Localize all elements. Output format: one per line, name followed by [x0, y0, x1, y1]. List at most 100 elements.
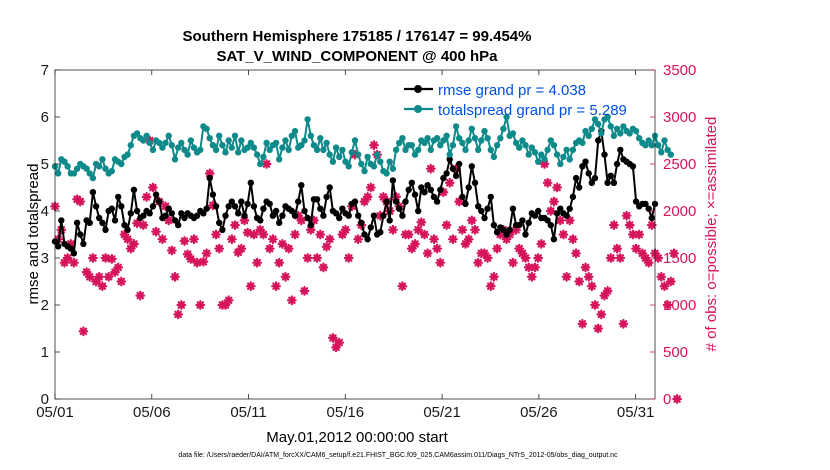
totalspread-point — [143, 132, 150, 139]
x-tick-label: 05/31 — [617, 404, 655, 421]
obs-assimilated-point — [627, 229, 638, 240]
obs-assimilated-point — [327, 333, 338, 343]
totalspread-point — [525, 151, 532, 158]
obs-assimilated-point — [590, 300, 600, 310]
obs-assimilated-point — [116, 276, 127, 287]
rmse-point — [203, 205, 210, 212]
totalspread-point — [175, 144, 182, 151]
totalspread-point — [399, 135, 406, 142]
totalspread-point — [383, 170, 390, 177]
totalspread-point — [55, 170, 62, 177]
obs-assimilated-point — [189, 234, 199, 245]
x-tick-label: 05/06 — [133, 404, 171, 421]
chart-title: Southern Hemisphere 175185 / 176147 = 99… — [183, 28, 532, 45]
rmse-point — [99, 219, 106, 226]
rmse-point — [408, 179, 415, 186]
obs-assimilated-point — [62, 253, 73, 263]
rmse-point — [171, 217, 179, 224]
totalspread-point — [626, 130, 633, 137]
rmse-point — [421, 189, 428, 196]
rmse-point — [411, 191, 419, 198]
obs-assimilated-point — [482, 253, 493, 263]
obs-assimilated-point — [549, 196, 559, 207]
obs-assimilated-point — [454, 196, 465, 207]
rmse-point — [437, 186, 444, 193]
rmse-point — [111, 217, 119, 224]
rmse-point — [490, 221, 498, 229]
totalspread-point — [456, 135, 463, 142]
obs-assimilated-point — [211, 229, 221, 240]
obs-assimilated-point — [643, 257, 654, 268]
obs-assimilated-point — [580, 262, 591, 273]
totalspread-point — [386, 158, 393, 165]
obs-assimilated-point — [631, 243, 641, 254]
obs-assimilated-point — [78, 326, 89, 337]
totalspread-point — [203, 125, 210, 132]
obs-assimilated-point — [470, 224, 480, 235]
rmse-point — [149, 203, 157, 210]
rmse-point — [291, 212, 299, 219]
rmse-point — [231, 203, 239, 210]
totalspread-point — [102, 165, 109, 172]
totalspread-point — [118, 160, 125, 168]
totalspread-point — [190, 144, 198, 151]
totalspread-point — [238, 137, 245, 144]
rmse-point — [168, 210, 175, 217]
rmse-point — [216, 219, 223, 226]
totalspread-point — [658, 149, 665, 156]
rmse-point — [77, 231, 84, 238]
plot-frame — [54, 69, 656, 400]
rmse-point — [424, 182, 431, 189]
rmse-point — [632, 198, 640, 205]
rmse-point — [386, 217, 393, 224]
rmse-point — [146, 210, 153, 217]
rmse-point — [446, 156, 453, 163]
totalspread-point — [642, 142, 649, 149]
totalspread-point — [301, 137, 308, 144]
obs-assimilated-point — [141, 192, 152, 202]
totalspread-point — [449, 142, 457, 149]
rmse-point — [493, 229, 501, 236]
obs-assimilated-point — [138, 220, 149, 230]
rmse-point — [178, 210, 185, 217]
obs-assimilated-point — [577, 318, 588, 329]
y-tick-label-right: 500 — [663, 344, 688, 361]
obs-assimilated-point — [233, 247, 244, 258]
legend: rmse grand pr = 4.038 totalspread grand … — [404, 82, 627, 119]
rmse-point — [67, 245, 75, 252]
obs-assimilated-point — [520, 253, 531, 263]
obs-assimilated-point — [413, 224, 424, 235]
rmse-point — [648, 214, 655, 222]
axes-layer: 05/01 05/06 05/11 05/16 05/21 05/26 05/31 0 1 2 3 4… — [36, 62, 696, 421]
rmse-point — [80, 240, 87, 248]
obs-assimilated-point — [312, 253, 323, 263]
obs-assimilated-point — [564, 215, 575, 226]
totalspread-point — [279, 144, 286, 151]
obs-assimilated-point — [435, 257, 446, 268]
legend-marker-rmse — [414, 85, 422, 93]
totalspread-point — [307, 132, 314, 139]
totalspread-point — [443, 132, 450, 139]
totalspread-point — [557, 160, 564, 168]
totalspread-point — [459, 139, 466, 147]
rmse-point — [645, 205, 652, 212]
rmse-point — [462, 200, 469, 208]
rmse-point — [544, 217, 551, 224]
totalspread-point — [667, 151, 674, 158]
totalspread-point — [389, 165, 397, 172]
obs-assimilated-point — [552, 182, 563, 193]
rmse-point — [569, 193, 577, 201]
rmse-point — [610, 179, 618, 186]
totalspread-point — [462, 146, 469, 154]
rmse-point — [58, 217, 65, 224]
obs-assimilated-point — [129, 239, 139, 249]
totalspread-point — [257, 160, 264, 168]
rmse-point — [238, 198, 245, 205]
rmse-point — [351, 198, 359, 205]
rmse-point — [295, 198, 302, 205]
rmse-point — [92, 203, 100, 210]
rmse-point — [244, 200, 251, 208]
rmse-point — [418, 184, 425, 191]
rmse-point — [269, 212, 277, 219]
